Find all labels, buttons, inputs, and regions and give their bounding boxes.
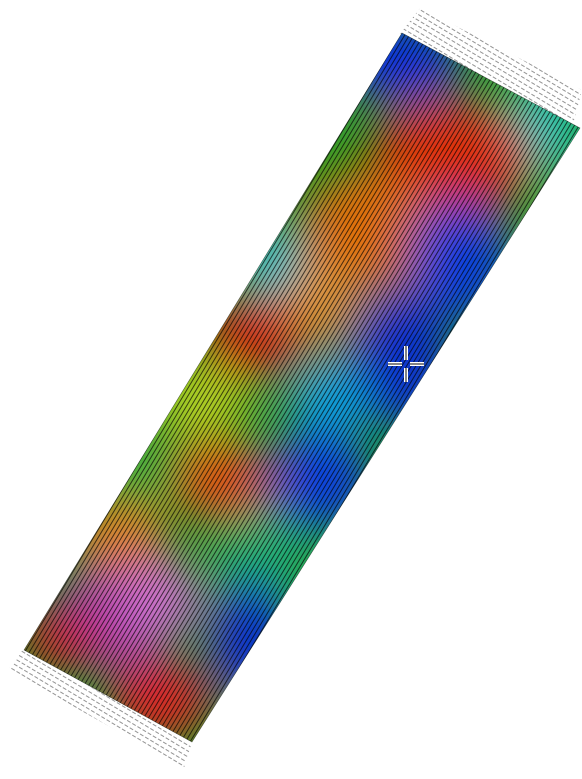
survey-map (0, 0, 582, 779)
page: (() => { const data = JSON.parse(documen… (0, 0, 582, 779)
color-grid (0, 0, 582, 779)
